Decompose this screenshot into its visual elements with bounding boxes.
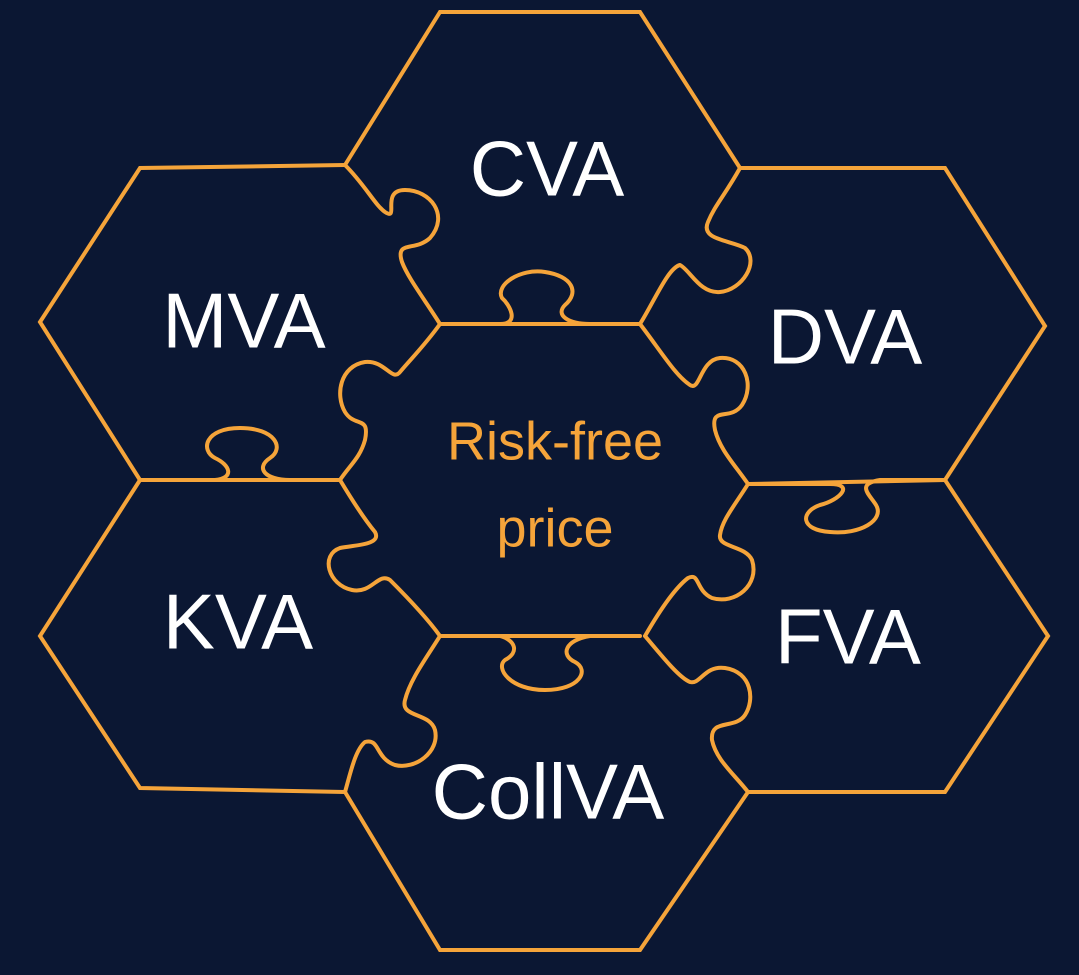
tab-edge-center-kva	[326, 478, 442, 638]
label-collva: CollVA	[432, 748, 665, 836]
tab-edge-mva-kva	[138, 426, 342, 482]
tab-edge-fva-collva	[643, 634, 753, 794]
tab-edge-cva-dva	[638, 166, 753, 326]
label-dva: DVA	[768, 293, 923, 381]
tab-edge-center-fva	[643, 482, 756, 638]
label-kva: KVA	[163, 578, 313, 666]
tab-edge-cva-center	[438, 269, 642, 326]
tab-edge-dva-fva	[746, 478, 947, 535]
hex-upper-left-outline	[37, 163, 347, 482]
hex-lower-right-outline	[746, 478, 1051, 794]
tab-edge-center-mva	[338, 322, 442, 482]
label-mva: MVA	[162, 277, 325, 365]
label-center-line1: Risk-free	[447, 411, 663, 471]
label-center-line2: price	[496, 498, 613, 558]
hex-bottom-outline	[343, 790, 750, 952]
tab-edge-kva-collva	[343, 634, 442, 794]
hex-lower-left-outline	[37, 478, 347, 794]
label-cva: CVA	[470, 125, 625, 213]
puzzle-tab-edges	[138, 163, 947, 794]
tab-edge-center-dva	[638, 322, 750, 486]
tab-edge-center-collva	[438, 634, 592, 692]
label-fva: FVA	[775, 593, 921, 681]
piece-labels: CVA DVA FVA CollVA KVA MVA Risk-free pri…	[162, 125, 922, 836]
tab-edge-mva-cva	[343, 163, 442, 326]
